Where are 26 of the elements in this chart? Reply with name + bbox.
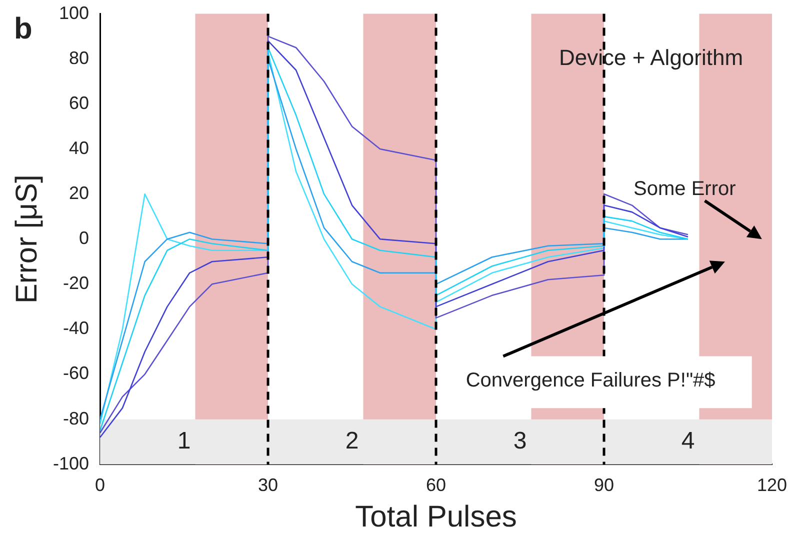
y-tick-label: -80	[63, 408, 90, 428]
y-tick-label: 100	[58, 2, 90, 23]
y-tick-label: -20	[63, 273, 90, 294]
x-tick-label: 120	[756, 475, 788, 496]
x-tick-label: 0	[95, 475, 106, 496]
annotation: 1	[177, 427, 191, 454]
y-axis-title: Error [μS]	[10, 174, 44, 304]
annotation: Device + Algorithm	[559, 44, 744, 70]
y-tick-label: 60	[68, 92, 90, 113]
annotation: 2	[345, 427, 359, 454]
y-tick-label: -40	[63, 318, 90, 338]
annotation: 3	[513, 427, 527, 454]
x-tick-label: 60	[426, 475, 446, 496]
text: b	[14, 12, 32, 46]
y-tick-label: 20	[68, 183, 90, 204]
x-tick-label: 30	[258, 475, 278, 496]
annotation: Convergence Failures P!"#$	[466, 370, 716, 392]
y-tick-label: 0	[79, 228, 90, 248]
annotation: Some Error	[634, 178, 736, 200]
annotation: 4	[681, 427, 695, 454]
y-tick-label: -60	[63, 363, 90, 384]
y-tick-label: -100	[52, 453, 90, 474]
y-tick-label: 80	[68, 48, 90, 68]
x-axis-title: Total Pulses	[355, 500, 517, 534]
x-tick-label: 90	[594, 475, 614, 496]
y-tick-label: 40	[68, 138, 90, 158]
